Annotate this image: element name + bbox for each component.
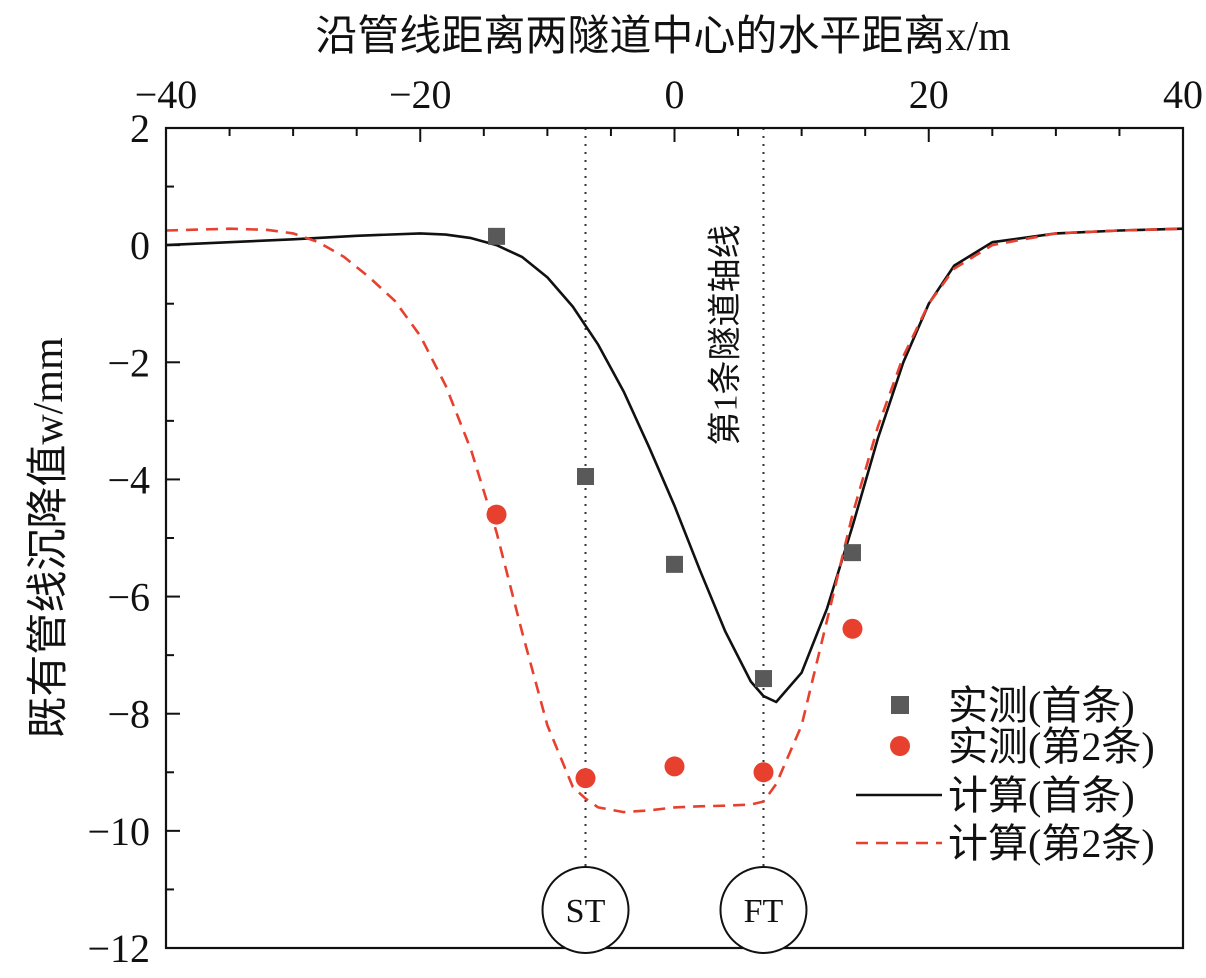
y-tick-label: 2 (130, 106, 150, 151)
y-axis-title: 既有管线沉降值w/mm (26, 337, 72, 739)
st-tunnel-label: ST (566, 893, 606, 930)
st-tunnel-circle (541, 866, 630, 954)
y-tick-label: 0 (130, 223, 150, 268)
measured-first-point (666, 555, 683, 573)
legend-label: 计算(首条) (948, 773, 1135, 818)
measured-second-point (664, 756, 685, 777)
y-tick-label: −2 (107, 340, 150, 385)
legend-label: 计算(第2条) (948, 821, 1155, 866)
x-tick-label: 40 (1163, 72, 1203, 117)
tunnel-axis-annotation: 第1条隧道轴线 (706, 225, 744, 446)
y-tick-label: −6 (107, 575, 150, 620)
x-tick-label: −40 (135, 72, 198, 117)
plot-frame (164, 126, 1185, 950)
x-tick-label: 20 (909, 72, 949, 117)
ft-tunnel-circle (719, 866, 808, 954)
measured-first-point (843, 544, 861, 562)
measured-first-point (754, 670, 772, 688)
measured-first-point (488, 227, 506, 245)
x-tick-label: −20 (389, 72, 452, 117)
y-tick-label: −10 (87, 809, 150, 854)
measured-second-point (753, 762, 774, 783)
x-axis-title: 沿管线距离两隧道中心的水平距离x/m (315, 13, 1011, 60)
legend-square-marker (891, 696, 909, 714)
y-tick-label: −12 (87, 926, 150, 971)
legend: 实测(首条)实测(第2条)计算(首条)计算(第2条) (856, 683, 1155, 866)
calc-first-line (165, 227, 1184, 704)
measured-second-point (486, 504, 507, 525)
tunnel-guide-lines (584, 128, 765, 868)
series-layer (165, 227, 1184, 814)
legend-label: 实测(首条) (948, 683, 1135, 728)
y-tick-label: −8 (107, 692, 150, 737)
y-tick-label: −4 (107, 457, 150, 502)
measured-second-point (575, 768, 596, 789)
measured-first-point (577, 468, 595, 485)
legend-label: 实测(第2条) (948, 724, 1155, 769)
measured-second-point (842, 618, 863, 639)
ft-tunnel-label: FT (744, 893, 784, 930)
calc-second-line (165, 227, 1184, 814)
legend-circle-marker (890, 736, 910, 756)
x-tick-label: 0 (665, 72, 685, 117)
tunnel-markers: ST FT (541, 866, 808, 954)
